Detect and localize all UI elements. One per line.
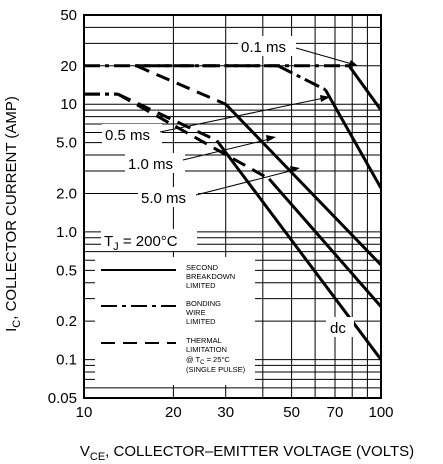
x-tick-label-30: 30 (217, 404, 234, 421)
legend-thermal-line1: THERMAL (186, 336, 222, 345)
label-bg-50ms (138, 187, 198, 207)
arrowhead-10ms (266, 135, 276, 142)
curves (84, 64, 383, 361)
callouts: 0.1 ms 0.5 ms 1.0 ms 5.0 ms dc (102, 36, 358, 337)
series-line-dc-1 (117, 92, 218, 142)
legend: SECOND BREAKDOWN LIMITED BONDING WIRE LI… (95, 257, 255, 385)
series-line-0.1ms-1 (347, 64, 383, 111)
y-axis-label: IC, COLLECTOR CURRENT (AMP) (3, 96, 23, 332)
legend-thermal-line2: LIMITATION (186, 345, 227, 354)
legend-second-line1: SECOND (186, 263, 219, 272)
tick-labels: 10 20 30 50 70 100 0.05 0.1 0.2 0.5 1.0 2.0 5.0 10 20 5… (48, 7, 394, 421)
arrowhead-05ms (320, 95, 330, 102)
label-bg-dc (326, 317, 354, 337)
y-tick-label-50: 50 (60, 7, 77, 24)
arrow-10ms (182, 138, 271, 161)
arrow-50ms (195, 169, 295, 196)
curve-label-0.5ms: 0.5 ms (105, 127, 150, 144)
series-line-1.0ms-1 (224, 103, 383, 267)
y-tick-label-2: 2.0 (56, 185, 77, 202)
tj-annotation: TJ = 200°C (101, 229, 197, 253)
legend-second-line2: BREAKDOWN (186, 272, 235, 281)
curve-label-dc: dc (330, 320, 346, 337)
arrowhead-01ms (348, 60, 358, 66)
y-tick-label-10: 10 (60, 96, 77, 113)
legend-bg (95, 257, 255, 385)
y-tick-label-5: 5.0 (56, 135, 77, 152)
y-tick-label-0.1: 0.1 (56, 352, 77, 369)
y-tick-label-1: 1.0 (56, 224, 77, 241)
series-line-0.5ms-2 (324, 88, 383, 189)
series-line-1.0ms-0 (135, 64, 227, 106)
label-bg-01ms (238, 36, 296, 56)
x-tick-label-100: 100 (368, 404, 393, 421)
curve-label-1.0ms: 1.0 ms (128, 156, 173, 173)
legend-thermal-line3: @ TC = 25°C (186, 355, 230, 366)
y-tick-label-0.2: 0.2 (56, 313, 77, 330)
y-tick-label-0.5: 0.5 (56, 262, 77, 279)
x-axis-label: VCE, COLLECTOR–EMITTER VOLTAGE (VOLTS) (80, 443, 414, 463)
y-tick-label-0.05: 0.05 (48, 390, 77, 407)
y-tick-label-20: 20 (60, 58, 77, 75)
series-0.1ms (84, 64, 383, 111)
x-tick-label-20: 20 (165, 404, 182, 421)
series-line-5.0ms-2 (267, 177, 383, 308)
x-tick-label-10: 10 (76, 404, 93, 421)
series-line-0.5ms-1 (277, 64, 327, 92)
tj-label: TJ = 200°C (104, 233, 178, 253)
label-bg-05ms (102, 124, 162, 144)
legend-bonding-line1: BONDING (186, 299, 221, 308)
legend-bonding-line2: WIRE (186, 308, 206, 317)
legend-bonding-line3: LIMITED (186, 317, 216, 326)
curve-label-5.0ms: 5.0 ms (141, 190, 186, 207)
series-line-5.0ms-1 (117, 92, 270, 181)
legend-thermal-line4: (SINGLE PULSE) (186, 365, 246, 374)
series-0.5ms (136, 64, 383, 189)
arrow-05ms (159, 97, 325, 133)
arrow-01ms (295, 47, 353, 65)
x-tick-label-70: 70 (327, 404, 344, 421)
x-tick-label-50: 50 (283, 404, 300, 421)
tj-bg (101, 229, 197, 251)
label-bg-10ms (125, 153, 185, 173)
series-1.0ms (135, 64, 383, 267)
legend-second-line3: LIMITED (186, 281, 216, 290)
curve-label-0.1ms: 0.1 ms (241, 39, 286, 56)
plot-area-frame (83, 14, 382, 399)
arrowhead-50ms (290, 166, 300, 173)
